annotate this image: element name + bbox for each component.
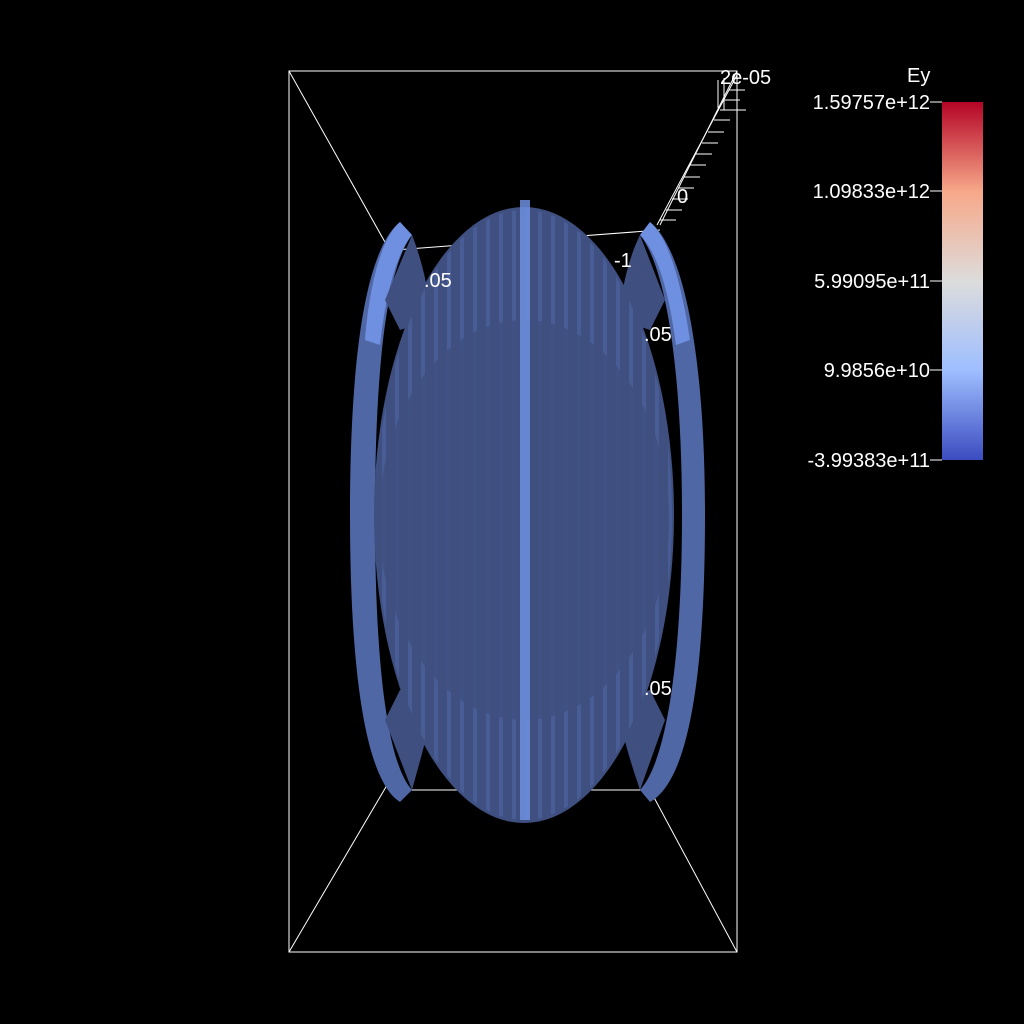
scalar-bar-label-max: 1.59757e+12 [813, 92, 930, 114]
z-axis-label-top: 2e-05 [720, 67, 771, 89]
scalar-bar: Ey 1.59757e+12 1.09833e+12 5.99095e+11 9… [807, 65, 983, 472]
bounding-box-edge [288, 70, 396, 261]
bounding-box-edge [288, 779, 391, 953]
axis-label-partial: -1 [614, 250, 632, 272]
isosurface-sphere [374, 200, 674, 823]
axis-labels: 2e-05 0 .05 -1 .05 .05 [424, 67, 771, 700]
scalar-bar-label-min: -3.99383e+11 [807, 450, 930, 472]
scalar-bar-title: Ey [907, 65, 930, 87]
axis-label-partial: .05 [644, 324, 672, 346]
scalar-bar-label: 5.99095e+11 [814, 271, 930, 293]
bounding-box-front [288, 70, 738, 953]
center-seam [520, 200, 530, 820]
z-axis-ruler [656, 74, 746, 226]
scalar-bar-gradient [942, 102, 983, 460]
bounding-box [288, 70, 738, 953]
scalar-bar-label: 9.9856e+10 [824, 360, 930, 382]
axis-label-partial: .05 [424, 270, 452, 292]
scalar-bar-label: 1.09833e+12 [813, 181, 930, 203]
z-axis-label-zero: 0 [677, 186, 688, 208]
axis-label-partial: .05 [644, 678, 672, 700]
bounding-box-edge [649, 789, 738, 953]
